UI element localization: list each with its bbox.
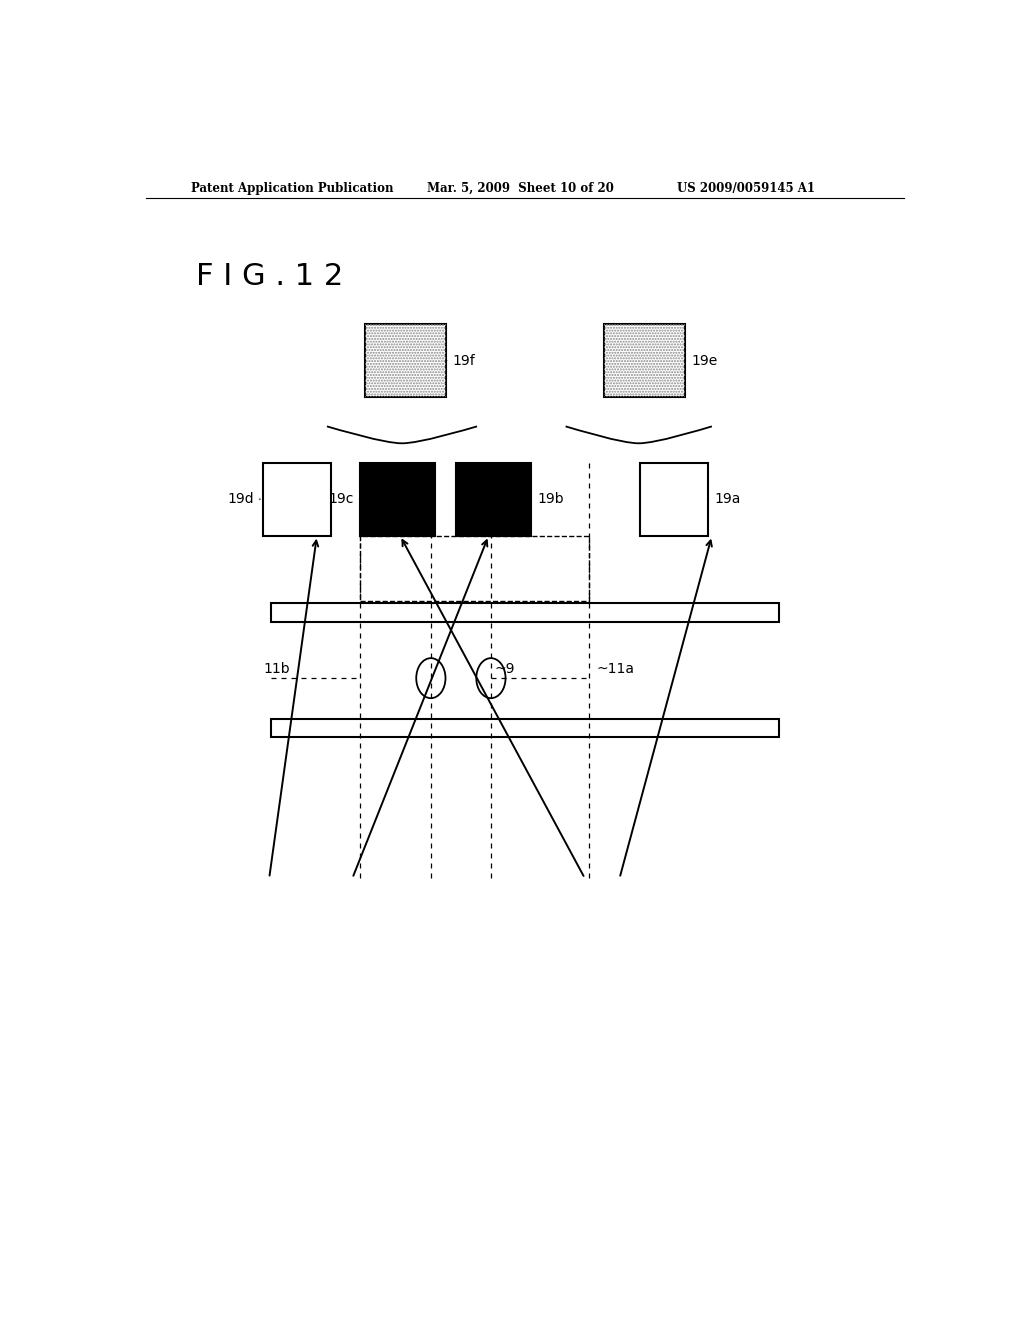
Bar [360, 462, 435, 536]
Text: 11b: 11b [263, 661, 290, 676]
Text: F I G . 1 2: F I G . 1 2 [196, 263, 343, 292]
Text: Patent Application Publication: Patent Application Publication [190, 182, 393, 194]
Text: 19f: 19f [446, 354, 475, 367]
Text: Mar. 5, 2009  Sheet 10 of 20: Mar. 5, 2009 Sheet 10 of 20 [427, 182, 613, 194]
Bar [640, 462, 708, 536]
Text: ~11a: ~11a [596, 661, 635, 676]
Bar [456, 462, 531, 536]
Bar [270, 603, 779, 622]
Bar [366, 323, 446, 397]
Text: 19b: 19b [531, 492, 564, 506]
Bar [366, 323, 446, 397]
Bar [360, 536, 589, 601]
Bar [270, 719, 779, 738]
Text: 19c: 19c [329, 492, 360, 506]
Bar [604, 323, 685, 397]
Bar [604, 323, 685, 397]
Text: 19d: 19d [227, 492, 260, 506]
Text: 19e: 19e [685, 354, 718, 367]
Text: US 2009/0059145 A1: US 2009/0059145 A1 [677, 182, 815, 194]
Bar [263, 462, 331, 536]
Text: ~9: ~9 [494, 661, 514, 676]
Text: 19a: 19a [708, 492, 740, 506]
